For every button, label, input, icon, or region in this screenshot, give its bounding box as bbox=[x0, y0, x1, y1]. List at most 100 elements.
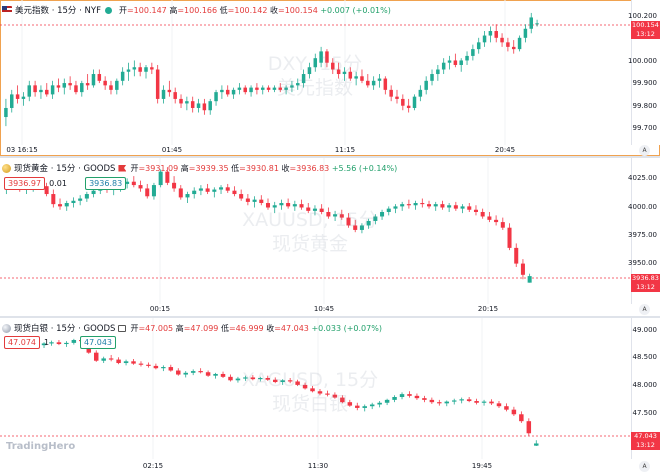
flag-icon[interactable] bbox=[118, 324, 127, 332]
price-axis[interactable]: 4025.00 4000.00 3975.00 3950.00 3936.83 … bbox=[628, 158, 660, 304]
dxy-candles bbox=[0, 0, 631, 145]
dxy-legend: 美元指数 · 15分 · NYF 开=100.147 高=100.166 低=1… bbox=[2, 3, 391, 17]
time-axis[interactable]: 03 16:15 01:45 11:15 20:45 bbox=[6, 146, 516, 154]
candle bbox=[266, 85, 271, 93]
price-axis[interactable]: 49.000 48.500 48.000 47.500 47.043 13:12 bbox=[631, 318, 660, 459]
price-tick: 100.200 bbox=[628, 12, 657, 20]
us-flag-icon bbox=[2, 6, 12, 14]
candle bbox=[476, 37, 481, 54]
candle bbox=[418, 85, 423, 102]
candle bbox=[437, 399, 442, 406]
candle bbox=[146, 362, 151, 368]
dxy-pane[interactable]: 美元指数 · 15分 · NYF 开=100.147 高=100.166 低=1… bbox=[0, 0, 660, 156]
price-tick: 4025.00 bbox=[628, 174, 657, 182]
candle bbox=[272, 85, 277, 93]
symbol-label[interactable]: 美元指数 · 15分 · NYF bbox=[15, 6, 101, 16]
candle bbox=[290, 80, 294, 93]
flag-icon[interactable] bbox=[118, 164, 127, 172]
quantity-field[interactable]: 1 bbox=[44, 338, 50, 347]
candle bbox=[161, 365, 166, 372]
symbol-label[interactable]: 现货白银 · 15分 · GOODS bbox=[14, 324, 116, 334]
candle bbox=[198, 368, 203, 374]
candle bbox=[21, 92, 26, 106]
price-tick: 99.800 bbox=[632, 102, 658, 110]
candle bbox=[474, 398, 479, 405]
candle bbox=[231, 87, 236, 99]
candle bbox=[208, 98, 212, 115]
candle bbox=[97, 69, 102, 84]
candle bbox=[103, 76, 107, 90]
candle bbox=[473, 205, 478, 216]
candle bbox=[125, 178, 130, 189]
candle bbox=[232, 186, 237, 197]
candle bbox=[220, 85, 224, 99]
candle bbox=[131, 176, 136, 188]
candle bbox=[192, 187, 197, 199]
candle bbox=[190, 96, 195, 113]
candle bbox=[132, 60, 137, 77]
candle bbox=[179, 94, 183, 108]
candle bbox=[33, 80, 37, 97]
candle bbox=[529, 12, 533, 34]
sell-button[interactable]: 3936.97 bbox=[4, 177, 46, 190]
candle bbox=[519, 411, 524, 423]
candle bbox=[161, 85, 166, 104]
candle bbox=[39, 85, 43, 99]
candle bbox=[424, 76, 428, 95]
candle bbox=[511, 406, 517, 416]
candle bbox=[51, 189, 56, 208]
candle bbox=[307, 62, 312, 79]
candle bbox=[165, 167, 170, 186]
candle bbox=[393, 204, 398, 214]
candle bbox=[362, 404, 367, 412]
buy-button[interactable]: 47.043 bbox=[80, 336, 116, 349]
candle bbox=[523, 24, 528, 43]
candle bbox=[380, 209, 385, 220]
candle bbox=[27, 80, 32, 102]
candle bbox=[466, 397, 472, 403]
auto-scale-button[interactable]: A bbox=[639, 461, 650, 472]
symbol-label[interactable]: 现货黄金 · 15分 · GOODS bbox=[14, 164, 116, 174]
gold-pane[interactable]: 现货黄金 · 15分 · GOODS 开=3931.09 高=3939.35 低… bbox=[0, 158, 660, 316]
time-axis[interactable]: 02:15 11:30 19:45 bbox=[142, 462, 493, 470]
price-tick: 4000.00 bbox=[628, 203, 657, 211]
candle bbox=[115, 78, 119, 95]
candle bbox=[126, 62, 131, 81]
candle bbox=[406, 98, 411, 113]
candle bbox=[235, 376, 241, 383]
candle bbox=[494, 24, 498, 43]
candle bbox=[167, 80, 172, 97]
candle bbox=[93, 350, 99, 362]
candle bbox=[212, 187, 217, 198]
candle bbox=[377, 74, 382, 88]
candle bbox=[355, 402, 360, 411]
price-tick: 47.500 bbox=[632, 409, 658, 417]
candle bbox=[49, 340, 54, 346]
time-axis[interactable]: 00:15 10:45 20:15 bbox=[149, 305, 499, 313]
price-tick: 3950.00 bbox=[628, 259, 657, 267]
auto-scale-button[interactable]: A bbox=[639, 145, 650, 156]
quantity-field[interactable]: 0.01 bbox=[49, 179, 67, 188]
silver-pane[interactable]: 现货白银 · 15分 · GOODS 开=47.005 高=47.099 低=4… bbox=[0, 318, 660, 475]
buy-button[interactable]: 3936.83 bbox=[85, 177, 127, 190]
candle bbox=[284, 85, 288, 95]
candle bbox=[145, 183, 150, 199]
pane-separator[interactable] bbox=[0, 156, 660, 158]
candle bbox=[41, 342, 47, 349]
candle bbox=[239, 189, 244, 201]
price-axis[interactable]: 100.200 100.000 99.900 99.800 99.700 100… bbox=[628, 0, 660, 145]
candle bbox=[151, 182, 156, 200]
candle bbox=[336, 62, 341, 79]
candle bbox=[500, 217, 505, 230]
price-tick: 99.700 bbox=[632, 124, 658, 132]
pane-separator[interactable] bbox=[0, 316, 660, 318]
candle bbox=[85, 74, 90, 90]
candle bbox=[447, 203, 452, 212]
candle bbox=[319, 204, 324, 215]
sell-button[interactable]: 47.074 bbox=[4, 336, 40, 349]
auto-scale-button[interactable]: A bbox=[639, 304, 650, 315]
candle bbox=[62, 78, 67, 95]
candle bbox=[205, 370, 211, 377]
candle bbox=[326, 207, 331, 219]
candle bbox=[279, 199, 284, 210]
